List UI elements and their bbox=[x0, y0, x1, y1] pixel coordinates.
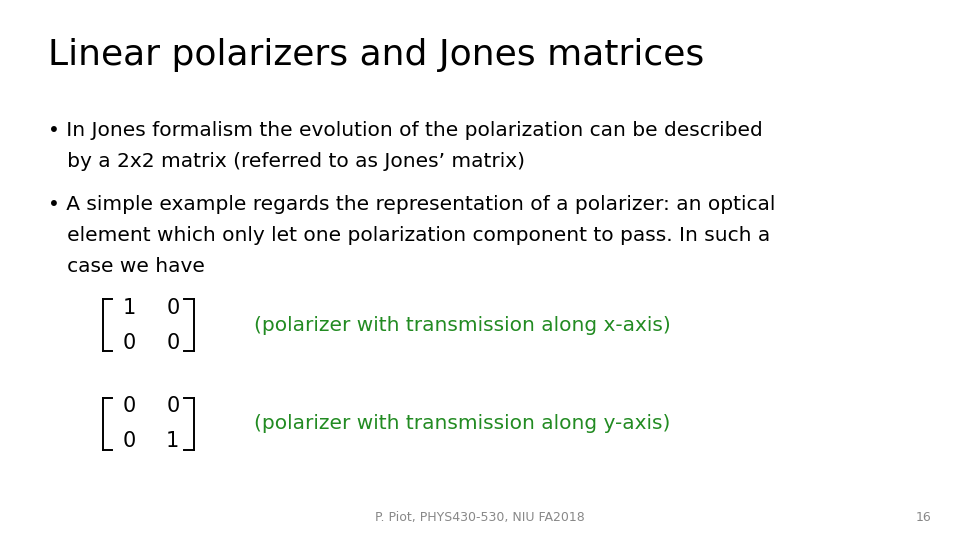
Text: 0: 0 bbox=[166, 396, 180, 416]
Text: 1: 1 bbox=[166, 431, 180, 451]
Text: (polarizer with transmission along x-axis): (polarizer with transmission along x-axi… bbox=[254, 315, 671, 335]
Text: 16: 16 bbox=[916, 511, 931, 524]
Text: P. Piot, PHYS430-530, NIU FA2018: P. Piot, PHYS430-530, NIU FA2018 bbox=[375, 511, 585, 524]
Text: 0: 0 bbox=[123, 431, 136, 451]
Text: • In Jones formalism the evolution of the polarization can be described: • In Jones formalism the evolution of th… bbox=[48, 122, 763, 140]
Text: 0: 0 bbox=[123, 396, 136, 416]
Text: Linear polarizers and Jones matrices: Linear polarizers and Jones matrices bbox=[48, 38, 705, 72]
Text: 0: 0 bbox=[123, 333, 136, 353]
Text: by a 2x2 matrix (referred to as Jones’ matrix): by a 2x2 matrix (referred to as Jones’ m… bbox=[48, 152, 525, 171]
Text: 0: 0 bbox=[166, 333, 180, 353]
Text: 1: 1 bbox=[123, 298, 136, 318]
Text: • A simple example regards the representation of a polarizer: an optical: • A simple example regards the represent… bbox=[48, 195, 776, 214]
Text: 0: 0 bbox=[166, 298, 180, 318]
Text: case we have: case we have bbox=[48, 257, 204, 276]
Text: (polarizer with transmission along y-axis): (polarizer with transmission along y-axi… bbox=[254, 414, 671, 434]
Text: element which only let one polarization component to pass. In such a: element which only let one polarization … bbox=[48, 226, 770, 245]
